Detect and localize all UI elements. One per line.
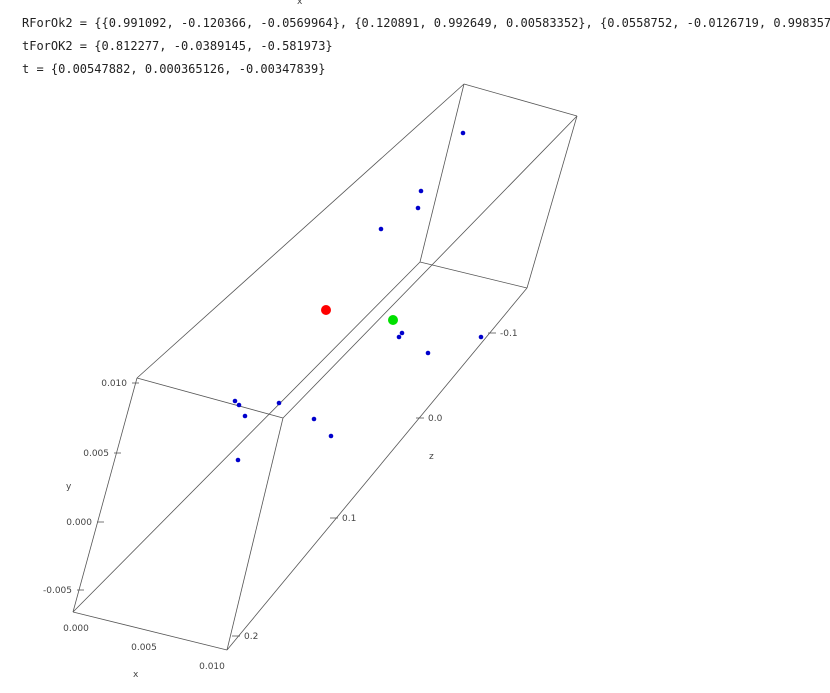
z-tick-label: -0.1 — [500, 329, 518, 339]
box-edge — [72, 261, 421, 613]
tick-labels: 0.010 0.005 0.000 -0.005 y 0.000 0.005 0.010 x -0… — [43, 329, 518, 680]
x-tick-label: 0.010 — [199, 662, 225, 672]
box-edge — [72, 377, 138, 613]
point — [396, 334, 402, 340]
point — [460, 130, 466, 136]
point — [276, 400, 282, 406]
point — [425, 350, 431, 356]
y-tick-label: 0.010 — [101, 379, 127, 389]
output-line: tForOK2 = {0.812277, -0.0389145, -0.5819… — [22, 39, 333, 53]
output-line: RForOk2 = {{0.991092, -0.120366, -0.0569… — [22, 16, 830, 30]
box-edge — [136, 83, 465, 379]
box-edge — [282, 115, 578, 419]
axis-label: y — [66, 482, 72, 492]
point — [311, 416, 317, 422]
box-edge — [72, 611, 228, 651]
point — [399, 330, 405, 336]
z-tick-label: 0.0 — [428, 414, 443, 424]
point — [328, 433, 334, 439]
point — [378, 226, 384, 232]
point-green — [388, 315, 398, 325]
points — [232, 130, 484, 463]
x-tick-label: 0.000 — [63, 624, 89, 634]
z-tick-label: 0.2 — [244, 632, 258, 642]
y-tick-label: 0.000 — [66, 518, 92, 528]
box-edge — [226, 287, 528, 651]
point — [418, 188, 424, 194]
point — [242, 413, 248, 419]
bounding-box — [72, 83, 578, 651]
point — [236, 402, 242, 408]
box-edge — [419, 83, 465, 263]
box-edge — [136, 377, 284, 419]
axis-label: x — [133, 670, 139, 680]
y-tick-label: 0.005 — [83, 449, 109, 459]
point — [235, 457, 241, 463]
output-line: t = {0.00547882, 0.000365126, -0.0034783… — [22, 62, 326, 76]
axis-label: z — [429, 452, 434, 462]
z-tick-label: 0.1 — [342, 514, 356, 524]
box-edge — [526, 115, 578, 289]
axis-label: x — [297, 0, 303, 7]
box-edge — [463, 83, 578, 117]
point — [478, 334, 484, 340]
point-red — [321, 305, 331, 315]
y-tick-label: -0.005 — [43, 586, 72, 596]
point — [415, 205, 421, 211]
point — [232, 398, 238, 404]
x-tick-label: 0.005 — [131, 643, 157, 653]
box-edge — [419, 261, 528, 289]
box-edge — [226, 417, 284, 651]
